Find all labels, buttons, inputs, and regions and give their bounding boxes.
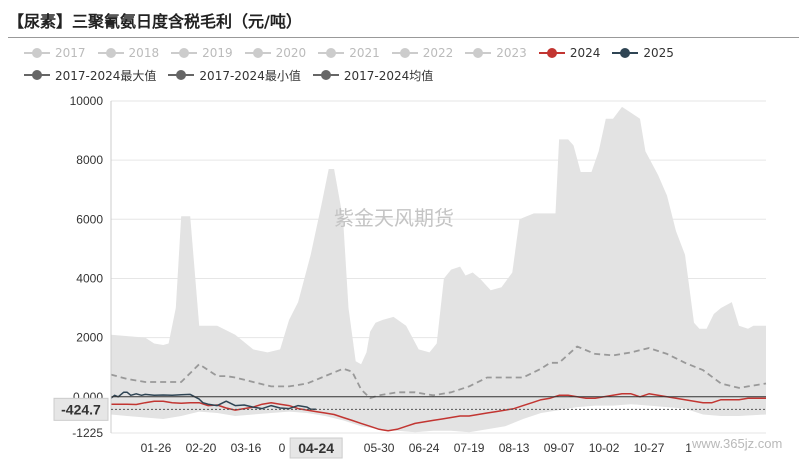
legend-label: 2021 bbox=[349, 46, 380, 60]
legend-label: 2018 bbox=[128, 46, 160, 60]
legend-label: 2017-2024均值 bbox=[343, 68, 434, 83]
tooltip-x-value: 04-24 bbox=[298, 440, 334, 456]
legend-item-2017-2024均值[interactable]: 2017-2024均值 bbox=[312, 64, 434, 86]
x-tick-label: 10-02 bbox=[589, 441, 620, 455]
legend-item-2021[interactable]: 2021 bbox=[318, 42, 380, 64]
legend-swatch-icon bbox=[312, 70, 339, 80]
legend-item-2017[interactable]: 2017 bbox=[24, 42, 86, 64]
y-tick-label: 10000 bbox=[70, 94, 104, 108]
y-tick-label: -1225 bbox=[72, 426, 103, 440]
x-tick-label: 08-13 bbox=[499, 441, 530, 455]
legend-swatch-icon bbox=[391, 48, 418, 58]
legend-label: 2024 bbox=[569, 46, 601, 60]
center-watermark: 紫金天风期货 bbox=[334, 206, 454, 230]
title-divider bbox=[8, 37, 799, 38]
legend-swatch-icon bbox=[244, 48, 271, 58]
legend-label: 2020 bbox=[275, 46, 307, 60]
tooltip-y-value: -424.7 bbox=[61, 401, 101, 417]
legend-label: 2017-2024最小值 bbox=[199, 68, 301, 83]
legend-swatch-icon bbox=[97, 48, 124, 58]
legend-swatch-icon bbox=[612, 48, 639, 58]
legend-label: 2017 bbox=[55, 46, 86, 60]
y-tick-label: 4000 bbox=[76, 271, 103, 285]
legend-swatch-icon bbox=[171, 48, 198, 58]
legend-item-2019[interactable]: 2019 bbox=[171, 42, 233, 64]
legend-item-2017-2024最小值[interactable]: 2017-2024最小值 bbox=[168, 64, 301, 86]
x-tick-label: 02-20 bbox=[186, 441, 217, 455]
series-lines bbox=[110, 345, 767, 432]
x-tick-label: 0 bbox=[279, 441, 286, 455]
tooltip-x-box bbox=[289, 437, 343, 459]
tooltip-y-box bbox=[53, 397, 109, 421]
x-tick-label: 05-30 bbox=[364, 441, 395, 455]
series-2017-2024最大值-area bbox=[111, 106, 766, 433]
x-tick-label: 01-26 bbox=[141, 441, 172, 455]
series-2025-line bbox=[110, 391, 317, 411]
legend-label: 2023 bbox=[496, 46, 527, 60]
legend-item-2022[interactable]: 2022 bbox=[391, 42, 454, 64]
x-tick-label: 03-16 bbox=[231, 441, 262, 455]
chart-legend: 2017 2018 2019 2020 2021 2022 2023 2024 2025 2017… bbox=[24, 42, 794, 86]
legend-item-2024[interactable]: 2024 bbox=[538, 42, 601, 64]
legend-item-2017-2024最大值[interactable]: 2017-2024最大值 bbox=[24, 64, 156, 86]
legend-item-2020[interactable]: 2020 bbox=[244, 42, 307, 64]
legend-item-2025[interactable]: 2025 bbox=[612, 42, 674, 64]
x-tick-label: 1 bbox=[685, 441, 692, 455]
legend-swatch-icon bbox=[24, 48, 50, 58]
legend-swatch-icon bbox=[24, 70, 50, 80]
y-tick-label: 2000 bbox=[76, 331, 103, 345]
watermark: www.365jz.com bbox=[692, 436, 783, 451]
range-band bbox=[111, 106, 766, 433]
x-tick-label: 06-24 bbox=[409, 441, 440, 455]
legend-label: 2017-2024最大值 bbox=[55, 68, 157, 83]
tooltip-layer: -424.7 04-24 bbox=[53, 397, 766, 459]
legend-swatch-icon bbox=[168, 70, 195, 80]
y-tick-label: 6000 bbox=[76, 212, 103, 226]
x-tick-label: 09-07 bbox=[544, 441, 575, 455]
legend-swatch-icon bbox=[318, 48, 345, 58]
y-tick-label: 8000 bbox=[76, 153, 103, 167]
x-tick-label: 07-19 bbox=[454, 441, 485, 455]
legend-label: 2025 bbox=[643, 46, 674, 60]
legend-item-2018[interactable]: 2018 bbox=[97, 42, 160, 64]
chart-title: 【尿素】三聚氰氨日度含税毛利（元/吨） bbox=[8, 12, 302, 31]
series-2017-2024均值-line bbox=[110, 345, 767, 400]
x-tick-label: 10-27 bbox=[634, 441, 665, 455]
legend-swatch-icon bbox=[465, 48, 492, 58]
legend-label: 2022 bbox=[422, 46, 454, 60]
legend-label: 2019 bbox=[202, 46, 233, 60]
legend-swatch-icon bbox=[538, 48, 565, 58]
legend-item-2023[interactable]: 2023 bbox=[465, 42, 527, 64]
